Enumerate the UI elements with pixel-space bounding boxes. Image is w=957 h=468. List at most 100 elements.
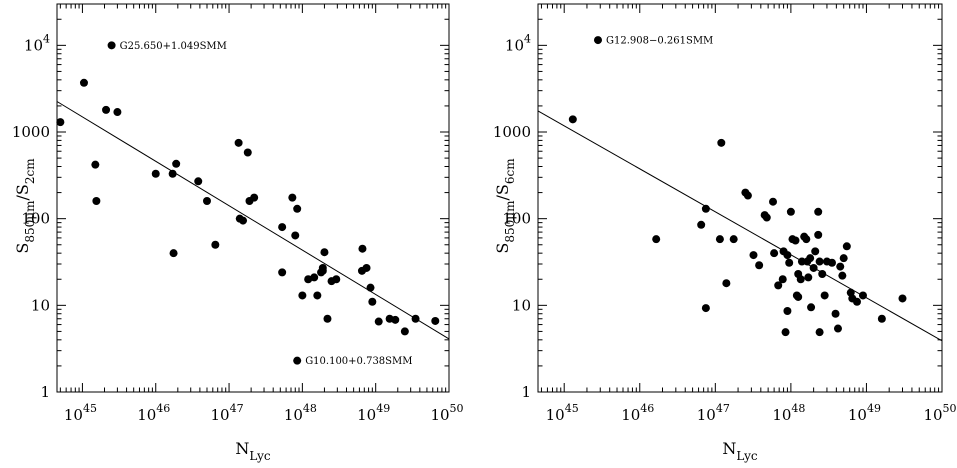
data-point bbox=[820, 291, 829, 300]
data-point bbox=[770, 249, 779, 258]
data-point bbox=[877, 314, 886, 323]
data-point bbox=[774, 281, 783, 290]
data-point bbox=[168, 169, 177, 178]
right-scatter-panel: 1045 1046 1047 1048 1049 1050 1 10 100 1000 104 NLy… bbox=[493, 3, 957, 463]
data-point bbox=[701, 304, 710, 313]
data-point bbox=[811, 247, 820, 256]
y-tick-label: 1 bbox=[40, 383, 50, 401]
data-point bbox=[818, 269, 827, 278]
x-tick-label: 1045 bbox=[64, 402, 97, 424]
data-point bbox=[769, 197, 778, 206]
point-annotation: G10.100+0.738SMM bbox=[305, 356, 412, 367]
data-point bbox=[278, 223, 287, 232]
data-point bbox=[781, 328, 790, 337]
data-point bbox=[652, 235, 661, 244]
x-tick-label: 1046 bbox=[621, 402, 654, 424]
data-point bbox=[362, 263, 371, 272]
point-annotation: G25.650+1.049SMM bbox=[120, 41, 227, 52]
data-point bbox=[802, 235, 811, 244]
data-point bbox=[318, 266, 327, 275]
data-point bbox=[243, 148, 252, 157]
data-point bbox=[368, 297, 377, 306]
data-point bbox=[310, 273, 319, 282]
data-point bbox=[804, 273, 813, 282]
data-point bbox=[807, 303, 816, 312]
data-point bbox=[729, 235, 738, 244]
y-axis-label: S850μm/S2cm bbox=[13, 158, 37, 254]
x-tick-label: 1046 bbox=[137, 402, 170, 424]
y-tick-label: 104 bbox=[505, 32, 531, 54]
data-point bbox=[842, 242, 851, 251]
data-point bbox=[814, 230, 823, 239]
data-point bbox=[833, 324, 842, 333]
data-point bbox=[431, 316, 440, 325]
data-point bbox=[358, 244, 367, 253]
data-point bbox=[374, 317, 383, 326]
data-point bbox=[194, 177, 203, 186]
point-annotation: G12.908−0.261SMM bbox=[606, 36, 713, 47]
data-point bbox=[858, 291, 867, 300]
y-tick-label: 104 bbox=[24, 32, 50, 54]
data-point bbox=[838, 271, 847, 280]
data-point bbox=[291, 231, 300, 240]
data-point bbox=[743, 191, 752, 200]
x-tick-label: 1047 bbox=[697, 402, 730, 424]
x-tick-label: 1045 bbox=[546, 402, 579, 424]
data-point bbox=[898, 294, 907, 303]
data-point bbox=[293, 204, 302, 213]
x-tick-label: 1048 bbox=[772, 402, 805, 424]
data-point bbox=[366, 283, 375, 292]
data-point bbox=[320, 248, 329, 257]
data-point bbox=[722, 279, 731, 288]
x-tick-label: 1050 bbox=[430, 402, 463, 424]
data-point bbox=[809, 263, 818, 272]
data-point bbox=[755, 261, 764, 270]
data-point bbox=[323, 314, 332, 323]
data-point bbox=[102, 105, 111, 114]
data-point bbox=[831, 309, 840, 318]
data-point bbox=[56, 118, 65, 127]
data-point bbox=[568, 115, 577, 124]
data-point bbox=[796, 275, 805, 284]
data-point bbox=[815, 328, 824, 337]
x-axis-label: NLyc bbox=[235, 439, 271, 463]
data-point bbox=[288, 193, 297, 202]
data-point bbox=[593, 36, 602, 45]
data-point bbox=[92, 196, 101, 205]
data-point bbox=[107, 41, 116, 50]
plot-frame bbox=[537, 3, 943, 393]
x-tick-label: 1048 bbox=[284, 402, 317, 424]
x-axis-label: NLyc bbox=[722, 439, 758, 463]
data-point bbox=[278, 268, 287, 277]
data-point bbox=[814, 207, 823, 216]
x-tick-label: 1049 bbox=[848, 402, 881, 424]
data-point bbox=[313, 291, 322, 300]
data-point bbox=[250, 193, 259, 202]
data-point bbox=[783, 307, 792, 316]
data-point bbox=[827, 258, 836, 267]
data-point bbox=[778, 275, 787, 284]
plot-frame bbox=[56, 3, 450, 393]
data-point bbox=[79, 78, 88, 87]
fit-line bbox=[56, 101, 450, 340]
data-point bbox=[783, 251, 792, 260]
data-point bbox=[304, 275, 313, 284]
data-point bbox=[411, 314, 420, 323]
data-point bbox=[211, 240, 220, 249]
y-tick-label: 10 bbox=[31, 296, 50, 314]
fit-line bbox=[537, 110, 943, 342]
data-point bbox=[715, 235, 724, 244]
data-point bbox=[794, 292, 803, 301]
data-point bbox=[332, 275, 341, 284]
data-point bbox=[697, 220, 706, 229]
y-axis-label: S850μm/S6cm bbox=[493, 158, 517, 254]
data-point bbox=[786, 207, 795, 216]
data-point bbox=[762, 213, 771, 222]
data-point bbox=[400, 327, 409, 336]
x-tick-label: 1047 bbox=[211, 402, 244, 424]
x-tick-label: 1049 bbox=[357, 402, 390, 424]
data-point bbox=[234, 138, 243, 147]
y-tick-label: 1 bbox=[521, 383, 531, 401]
